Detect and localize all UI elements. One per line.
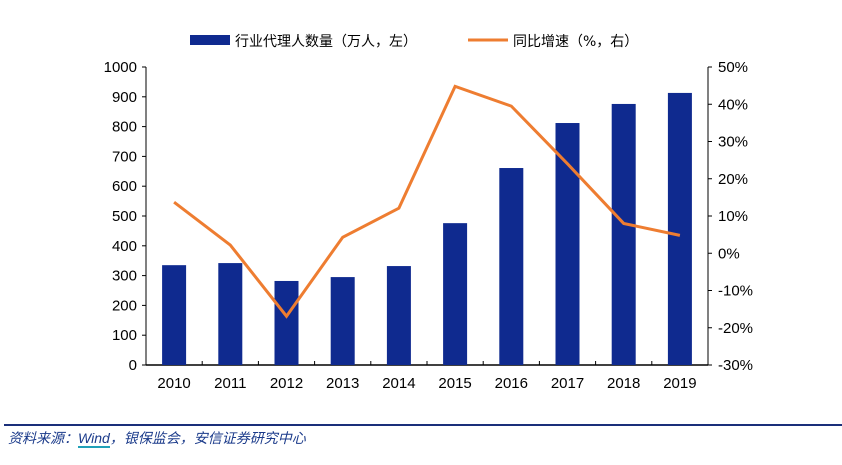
legend: 行业代理人数量（万人，左） 同比增速（%，右） [190, 34, 638, 50]
left-tick-label: 1000 [104, 59, 137, 76]
left-tick-label: 300 [112, 268, 137, 285]
right-tick-label: 0% [718, 245, 740, 262]
bar-2015 [443, 223, 468, 365]
x-tick-label: 2017 [551, 375, 584, 392]
right-tick-label: 50% [718, 59, 748, 76]
axes: 0 100 200 300 400 500 600 700 800 900 1000 -30% -20%… [104, 59, 753, 374]
source-prefix: 资料来源： [8, 431, 78, 447]
legend-label-line: 同比增速（%，右） [513, 34, 638, 50]
x-tick-label: 2018 [607, 375, 640, 392]
left-tick-label: 600 [112, 178, 137, 195]
x-tick-label: 2019 [663, 375, 696, 392]
left-tick-label: 0 [129, 357, 137, 374]
right-tick-label: -20% [718, 320, 753, 337]
chart: 行业代理人数量（万人，左） 同比增速（%，右） 0 100 200 300 400 500… [104, 34, 753, 392]
growth-line [173, 84, 681, 319]
bar-2013 [330, 277, 355, 365]
bar-2016 [499, 168, 524, 365]
bar-2019 [667, 92, 692, 366]
bars [162, 92, 692, 366]
bar-2014 [386, 266, 411, 365]
source-link-wind[interactable]: Wind [78, 430, 110, 448]
right-tick-label: 40% [718, 96, 748, 113]
x-tick-label: 2010 [157, 375, 190, 392]
right-tick-label: -30% [718, 357, 753, 374]
bar-2017 [555, 123, 580, 365]
x-tick-label: 2013 [326, 375, 359, 392]
bar-2018 [611, 103, 636, 366]
x-tick-label: 2014 [382, 375, 415, 392]
left-tick-label: 500 [112, 208, 137, 225]
right-tick-label: -10% [718, 283, 753, 300]
right-tick-label: 20% [718, 171, 748, 188]
x-axis-labels: 2010 2011 2012 2013 2014 2015 2016 2017 2018 2019 [157, 375, 696, 392]
x-tick-label: 2016 [495, 375, 528, 392]
legend-swatch-bar [190, 35, 230, 45]
legend-label-bar: 行业代理人数量（万人，左） [235, 34, 417, 50]
bar-2010 [162, 265, 187, 365]
source-divider [4, 424, 842, 426]
left-tick-label: 800 [112, 119, 137, 136]
bar-2012 [274, 280, 299, 365]
right-tick-label: 30% [718, 134, 748, 151]
x-tick-label: 2015 [438, 375, 471, 392]
source-suffix: ，银保监会，安信证券研究中心 [109, 431, 306, 447]
left-tick-label: 400 [112, 238, 137, 255]
source-note: 资料来源：Wind，银保监会，安信证券研究中心 [8, 428, 306, 448]
left-tick-label: 200 [112, 297, 137, 314]
x-tick-label: 2011 [214, 375, 246, 392]
line-series [173, 84, 681, 319]
left-tick-label: 900 [112, 89, 137, 106]
left-tick-label: 100 [112, 327, 137, 344]
left-tick-label: 700 [112, 148, 137, 165]
x-tick-label: 2012 [270, 375, 303, 392]
right-tick-label: 10% [718, 208, 748, 225]
bar-2011 [218, 263, 243, 365]
